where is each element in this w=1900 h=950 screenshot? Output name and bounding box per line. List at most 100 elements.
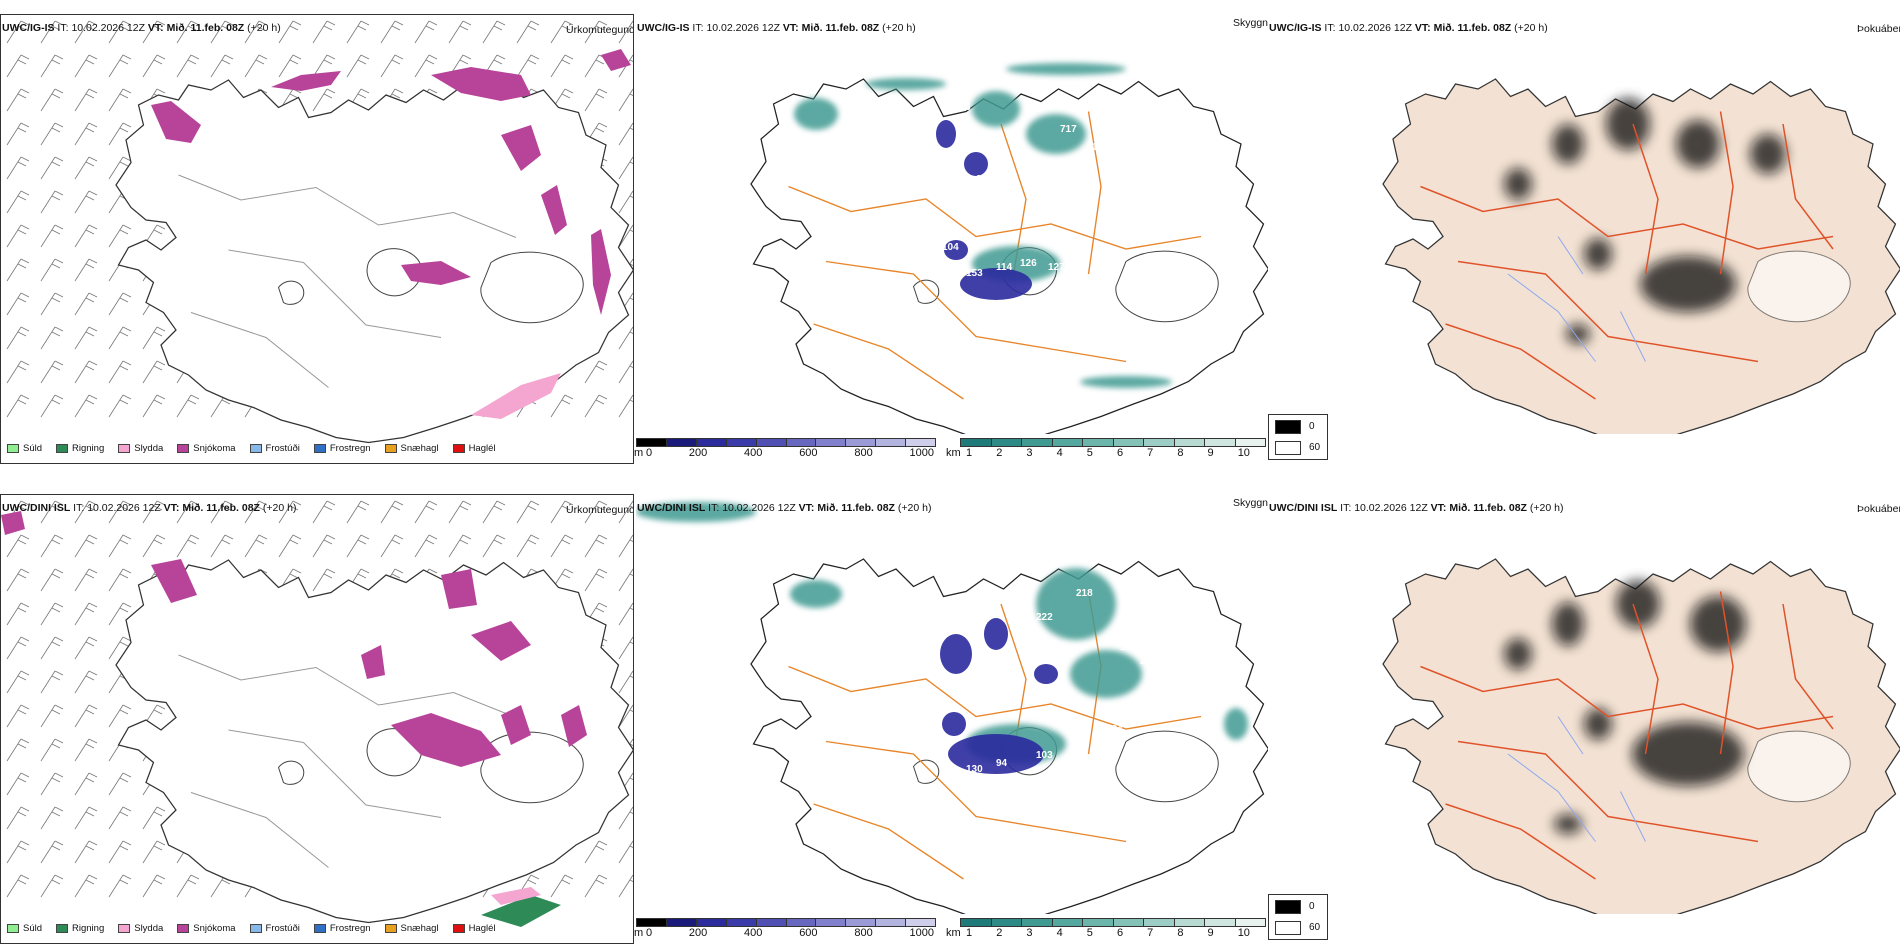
colorbar-segment xyxy=(1174,919,1205,926)
visibility-value: 219 xyxy=(992,652,1009,663)
legend-label: Snjókoma xyxy=(193,443,236,454)
fog-legend-top: 0 60 xyxy=(1268,414,1328,460)
colorbar-tick-label: 2 xyxy=(996,927,1003,939)
fog-swatch-0 xyxy=(1275,420,1301,434)
vt-value: Mið. 11.feb. 08Z xyxy=(817,502,895,514)
panel-title: Úrkomutegund xyxy=(566,23,634,36)
visibility-value: 209 xyxy=(982,666,999,677)
model-title-top-1: UWC/IG-IS IT: 10.02.2026 12Z VT: Mið. 11… xyxy=(2,22,281,34)
fog-map: Þokuábendi xyxy=(1382,503,1900,914)
legend-label: Rigning xyxy=(72,923,105,934)
model-name: UWC/IG-IS xyxy=(637,22,690,34)
visibility-value: 153 xyxy=(966,268,983,279)
model-title-bottom-3: UWC/DINI ISL IT: 10.02.2026 12Z VT: Mið.… xyxy=(1269,502,1563,514)
visibility-value: 94 xyxy=(996,758,1008,769)
legend-label: Súld xyxy=(23,443,43,454)
legend-label: Frostúði xyxy=(265,443,300,454)
model-title-bottom-2: UWC/DINI ISL IT: 10.02.2026 12Z VT: Mið.… xyxy=(637,502,931,514)
legend-label: Frostúði xyxy=(265,923,300,934)
legend-label: Haglél xyxy=(468,923,496,934)
visibility-value: 148 xyxy=(1134,700,1151,711)
colorbar-segment xyxy=(1144,919,1175,926)
it-value: 10.02.2026 12Z xyxy=(1338,22,1412,34)
model-title-bottom-1: UWC/DINI ISL IT: 10.02.2026 12Z VT: Mið.… xyxy=(2,502,296,514)
colorbar-tick-label: 800 xyxy=(854,927,873,939)
colorbar-tick-label: 400 xyxy=(744,447,763,459)
panel-title: Þokuábendi xyxy=(1857,503,1900,515)
visibility-value: 142 xyxy=(976,656,993,667)
visibility-value: 97 xyxy=(934,736,946,747)
model-name: UWC/DINI ISL xyxy=(1269,502,1338,514)
colorbar-tick-label: 400 xyxy=(744,927,763,939)
colorbar-segment xyxy=(1205,439,1236,446)
legend-swatch xyxy=(118,444,131,453)
legend-item-1: Rigning xyxy=(56,923,104,934)
visibility-colorbar xyxy=(960,438,1266,447)
vt-label: VT: xyxy=(798,502,815,514)
colorbar-tick-label: 2 xyxy=(996,447,1003,459)
colorbar-segment xyxy=(906,919,936,926)
visibility-value: 126 xyxy=(1020,258,1037,269)
colorbar-segment xyxy=(726,919,757,926)
elevation-unit: m xyxy=(634,927,644,939)
legend-swatch xyxy=(177,924,190,933)
panel-title: Þokuábendi xyxy=(1857,23,1900,35)
legend-item-0: Súld xyxy=(7,923,42,934)
legend-label: Slydda xyxy=(134,923,164,934)
legend-label: Rigning xyxy=(72,443,105,454)
it-label: IT: xyxy=(73,502,85,514)
visibility-value: 107 xyxy=(1016,634,1033,645)
colorbar-tick-label: 0 xyxy=(646,447,653,459)
vt-label: VT: xyxy=(163,502,180,514)
legend-item-2: Slydda xyxy=(118,443,163,454)
legend-swatch xyxy=(118,924,131,933)
vt-label: VT: xyxy=(147,22,164,34)
precip-type-map: Úrkomutegund xyxy=(1,15,634,444)
colorbar-tick-label: 6 xyxy=(1116,927,1124,939)
panel-title: Úrkomutegund xyxy=(566,503,634,516)
legend-swatch xyxy=(249,444,262,453)
colorbar-segment xyxy=(1144,439,1175,446)
legend-swatch xyxy=(7,924,19,933)
legend-label: Súld xyxy=(23,923,43,934)
fog-swatch-60 xyxy=(1275,921,1301,935)
panel-title: Skyggni xyxy=(1233,497,1268,509)
it-value: 10.02.2026 12Z xyxy=(71,22,145,34)
colorbar-segment xyxy=(1083,439,1114,446)
legend-item-4: Frostúði xyxy=(249,443,300,454)
legend-label: Haglél xyxy=(468,443,496,454)
colorbar-tick-label: 200 xyxy=(688,447,708,459)
visibility-value: 103 xyxy=(1036,750,1053,761)
legend-swatch xyxy=(452,924,465,933)
colorbar-segment xyxy=(1113,919,1144,926)
elevation-labels: 0 200 400 600 800 1000 xyxy=(646,927,934,939)
visibility-value: 33 xyxy=(898,152,910,163)
fog-label-60: 60 xyxy=(1309,922,1321,933)
colorbar-segment xyxy=(1205,919,1236,926)
visibility-value: 199 xyxy=(1076,156,1093,167)
colorbar-segment xyxy=(991,919,1022,926)
model-name: UWC/IG-IS xyxy=(1269,22,1322,34)
colorbar-tick-label: 5 xyxy=(1086,447,1093,459)
lead-time: (+20 h) xyxy=(1514,22,1548,34)
vt-value: Mið. 11.feb. 08Z xyxy=(1449,502,1527,514)
colorbar-segment xyxy=(846,919,877,926)
legend-swatch xyxy=(56,924,69,933)
fog-label-60: 60 xyxy=(1309,442,1321,453)
legend-item-1: Rigning xyxy=(56,443,104,454)
visibility-panel-top: 216 717 178 199 175 127 104 153 114 126 127 33 31 Sk… xyxy=(636,14,1268,464)
legend-item-6: Snæhagl xyxy=(384,923,439,934)
vt-value: Mið. 11.feb. 08Z xyxy=(1433,22,1512,34)
visibility-value: 161 xyxy=(1176,682,1193,693)
colorbar-segment xyxy=(1113,439,1144,446)
colorbar-segment xyxy=(1022,919,1053,926)
it-label: IT: xyxy=(1340,502,1352,514)
visibility-value: 163 xyxy=(1120,642,1137,653)
colorbar-tick-label: 8 xyxy=(1177,447,1184,459)
colorbar-segment xyxy=(1235,439,1265,446)
legend-item-7: Haglél xyxy=(452,443,496,454)
vt-label: VT: xyxy=(782,22,799,34)
colorbar-tick-label: 1000 xyxy=(909,927,934,939)
colorbar-segment xyxy=(666,439,697,446)
